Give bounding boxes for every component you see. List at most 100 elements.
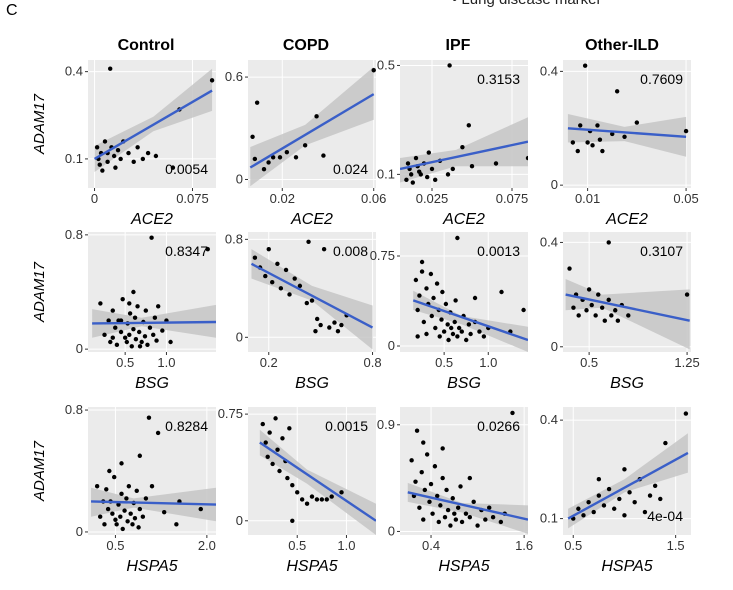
data-point (113, 165, 118, 170)
data-point (108, 339, 113, 345)
data-point (304, 300, 310, 306)
data-point (439, 317, 444, 322)
data-point (147, 325, 153, 330)
data-point (622, 467, 627, 472)
data-point (459, 329, 464, 334)
data-point (277, 468, 282, 474)
data-point (586, 499, 591, 505)
data-point (122, 335, 128, 340)
data-point (433, 177, 438, 183)
column-title-ipf: IPF (446, 37, 471, 54)
data-point (683, 411, 689, 416)
data-point (113, 325, 118, 330)
panel-plot-area (93, 66, 215, 173)
data-point (155, 304, 161, 309)
data-point (290, 483, 295, 488)
data-point (417, 505, 422, 510)
data-point (424, 331, 429, 337)
x-tick-label: 0.05 (673, 191, 698, 206)
data-point (126, 484, 132, 489)
data-point (456, 325, 462, 331)
p-value-label: 0.8347 (165, 243, 208, 259)
data-point (463, 511, 469, 516)
data-point (596, 292, 601, 297)
data-point (419, 259, 425, 265)
data-point (120, 296, 125, 302)
data-point (525, 155, 528, 161)
data-point (295, 490, 300, 495)
data-point (107, 468, 112, 474)
regression-line (407, 491, 528, 521)
data-point (145, 150, 151, 156)
data-point (132, 516, 138, 521)
data-point (280, 436, 285, 441)
data-point (613, 308, 618, 313)
data-point (434, 281, 440, 286)
data-point (435, 493, 440, 499)
y-tick-label: 0.9 (377, 417, 395, 432)
data-point (135, 145, 140, 150)
data-point (205, 246, 210, 252)
data-point (314, 114, 319, 119)
panel-plot-area (412, 235, 528, 352)
data-point (459, 519, 465, 525)
data-point (324, 497, 329, 502)
data-point (440, 289, 445, 295)
y-tick-label: 0.4 (65, 64, 83, 79)
y-tick-label: 0.1 (65, 151, 83, 166)
data-point (102, 522, 107, 527)
data-point (127, 311, 133, 316)
y-tick-label: 0 (388, 523, 395, 538)
data-point (108, 66, 113, 71)
data-point (433, 325, 438, 331)
y-tick-label: 0.5 (377, 57, 395, 72)
data-point (151, 332, 156, 338)
data-point (445, 322, 450, 327)
y-tick-label: 0 (76, 341, 83, 356)
data-point (447, 63, 452, 68)
data-point (453, 298, 458, 303)
data-point (575, 148, 580, 154)
p-value-label: 0.3153 (477, 71, 520, 87)
data-point (418, 172, 423, 177)
data-point (198, 506, 203, 512)
data-point (127, 332, 132, 338)
data-point (581, 513, 586, 518)
data-point (430, 511, 435, 516)
data-point (277, 155, 283, 160)
data-point (267, 430, 272, 435)
regression-line (567, 127, 687, 138)
data-point (161, 509, 167, 515)
panel-plot-area (567, 411, 689, 529)
data-point (487, 505, 492, 510)
data-point (105, 159, 110, 165)
data-point (263, 440, 268, 445)
data-point (170, 165, 176, 170)
regression-line (91, 500, 216, 506)
x-tick-label: 0.025 (416, 191, 449, 206)
data-point (137, 453, 143, 458)
x-tick-label: 1.25 (674, 355, 699, 370)
data-point (314, 497, 320, 502)
data-point (622, 134, 627, 139)
data-point (567, 266, 572, 271)
data-point (321, 153, 326, 158)
data-point (137, 344, 143, 349)
data-point (128, 511, 133, 516)
data-point (314, 316, 320, 322)
data-point (617, 496, 622, 502)
data-point (627, 490, 632, 495)
data-point (98, 301, 103, 306)
p-value-label: 0.0054 (165, 161, 208, 177)
data-point (591, 509, 596, 515)
data-point (626, 313, 631, 318)
panel-1-2: 0.5 1.0 0.75 0 HSPA5 0.0015 (218, 406, 376, 575)
data-point (499, 289, 504, 295)
data-point (432, 464, 438, 469)
regression-line (92, 320, 216, 325)
panel-plot-area (92, 235, 216, 349)
panel-label: C (6, 2, 18, 19)
x-axis-label: ACE2 (290, 211, 333, 228)
data-point (318, 322, 323, 328)
